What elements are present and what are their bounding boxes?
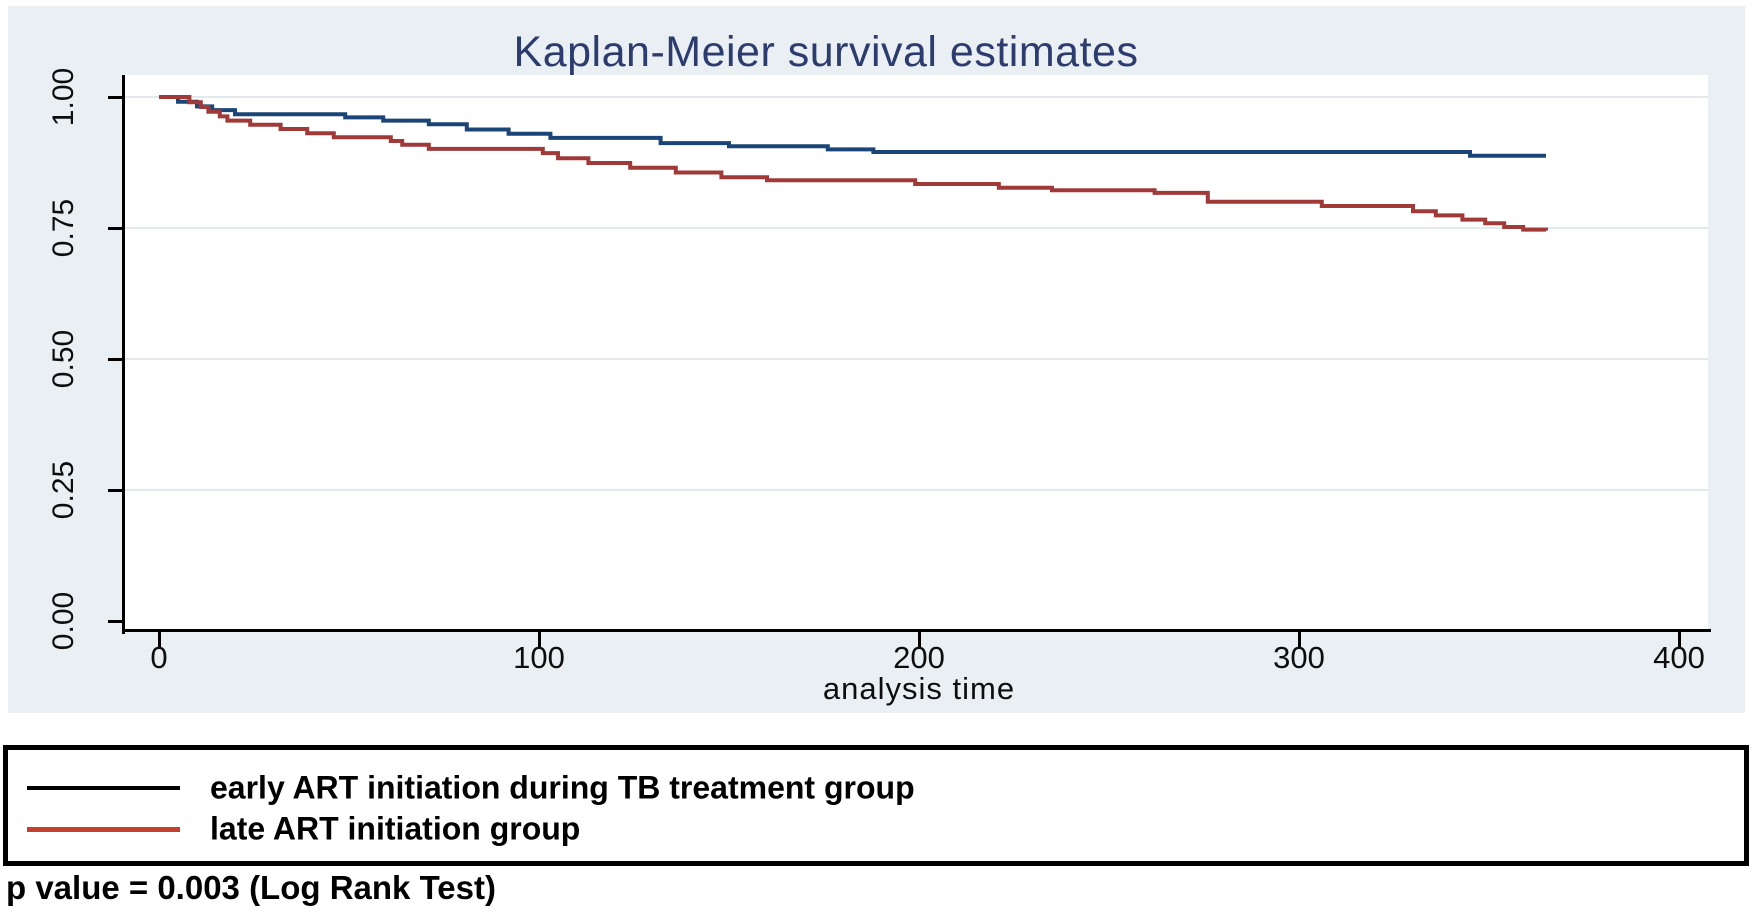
plot-area	[125, 75, 1708, 631]
legend-swatch-late-art-line	[27, 827, 180, 832]
x-tick-label: 100	[513, 640, 565, 675]
y-tick-label: 0.25	[47, 460, 80, 520]
y-tick	[108, 620, 123, 623]
legend-swatch-early-art-line	[27, 786, 180, 790]
x-tick-label: 0	[150, 640, 168, 675]
x-tick	[918, 632, 921, 647]
x-axis-line	[122, 629, 1711, 632]
survival-curve-early-art	[159, 95, 1546, 158]
y-tick-label: 1.00	[47, 67, 80, 127]
x-axis-title: analysis time	[822, 671, 1016, 706]
survival-curve-late-art	[159, 95, 1548, 232]
survival-curves-svg	[125, 95, 1708, 491]
y-tick	[108, 358, 123, 361]
chart-title: Kaplan-Meier survival estimates	[513, 28, 1139, 76]
y-axis-line	[122, 75, 125, 634]
x-tick-label: 300	[1273, 640, 1325, 675]
legend-label-late-art: late ART initiation group	[210, 810, 581, 847]
x-tick	[538, 632, 541, 647]
y-tick	[108, 489, 123, 492]
y-tick	[108, 227, 123, 230]
legend-label-early-art: early ART initiation during TB treatment…	[210, 769, 915, 806]
p-value-annotation: p value = 0.003 (Log Rank Test)	[6, 869, 496, 906]
x-tick	[158, 632, 161, 647]
x-tick	[1298, 632, 1301, 647]
y-tick-label: 0.50	[47, 329, 80, 389]
y-tick-label: 0.75	[47, 198, 80, 258]
x-tick-label: 400	[1653, 640, 1705, 675]
legend-row-early: early ART initiation during TB treatment…	[8, 768, 1744, 808]
x-tick-label: 200	[893, 640, 945, 675]
x-tick	[1678, 632, 1681, 647]
legend-box: early ART initiation during TB treatment…	[3, 745, 1749, 866]
legend-row-late: late ART initiation group	[8, 809, 1744, 849]
y-tick	[108, 96, 123, 99]
y-tick-label: 0.00	[47, 591, 80, 651]
